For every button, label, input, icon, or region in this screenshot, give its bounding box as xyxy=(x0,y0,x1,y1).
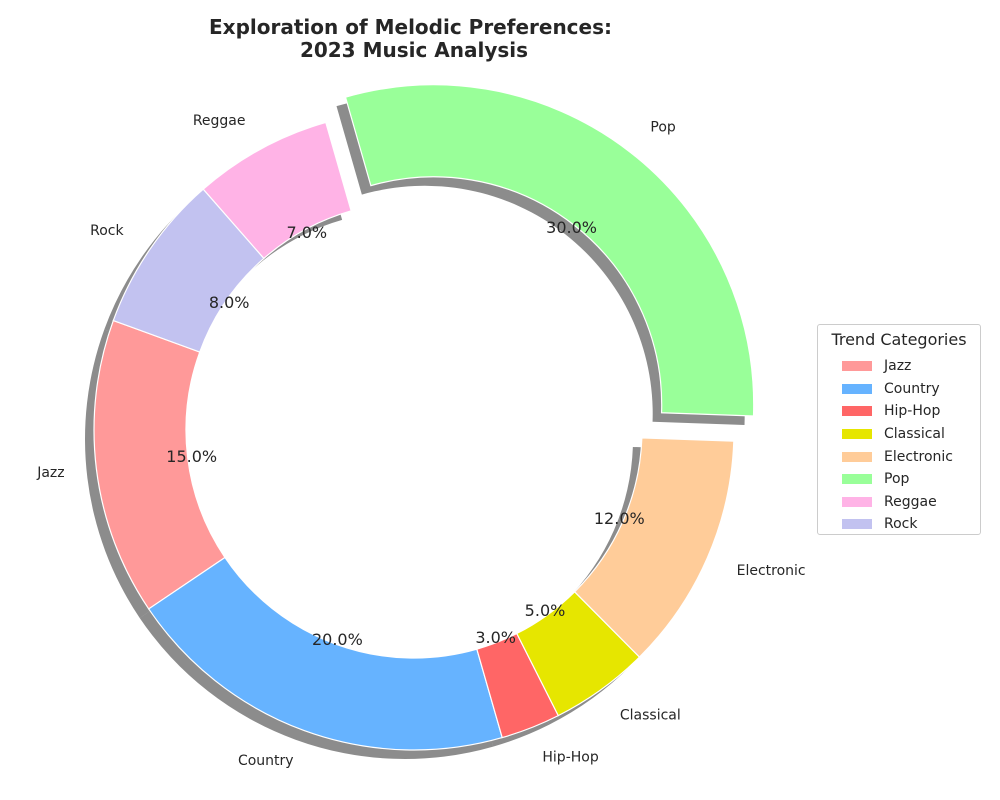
legend-item-hip-hop: Hip-Hop xyxy=(818,400,980,423)
chart-title: Exploration of Melodic Preferences: 2023… xyxy=(209,15,619,62)
percent-label-jazz: 15.0% xyxy=(166,447,217,466)
slice-label-country: Country xyxy=(238,753,294,769)
slice-label-reggae: Reggae xyxy=(193,113,246,129)
chart-title-line-1: Exploration of Melodic Preferences: xyxy=(209,15,612,39)
percent-label-rock: 8.0% xyxy=(209,293,250,312)
percent-labels: 15.0% 20.0% 3.0% 5.0% 12.0% 30.0% 7.0% 8.0% xyxy=(166,218,644,649)
slice-electronic xyxy=(573,437,735,658)
legend-label-classical: Classical xyxy=(884,426,945,443)
percent-label-classical: 5.0% xyxy=(525,601,566,620)
slice-rock xyxy=(112,188,265,353)
legend-item-jazz: Jazz xyxy=(818,355,980,378)
legend-label-jazz: Jazz xyxy=(884,358,912,375)
legend-item-country: Country xyxy=(818,378,980,401)
legend-label-hip-hop: Hip-Hop xyxy=(884,403,941,420)
percent-label-hip-hop: 3.0% xyxy=(475,628,516,647)
slice-pop xyxy=(344,84,755,417)
legend-items: Jazz Country Hip-Hop Classical Electronic Pop… xyxy=(818,355,980,536)
legend-swatch-jazz xyxy=(842,361,872,372)
slice-label-pop: Pop xyxy=(650,119,676,135)
legend-swatch-rock xyxy=(842,519,872,530)
slice-label-jazz: Jazz xyxy=(36,465,64,481)
legend-swatch-pop xyxy=(842,474,872,485)
slice-labels: Jazz Country Hip-Hop Classical Electronic Pop… xyxy=(36,113,805,769)
percent-label-electronic: 12.0% xyxy=(594,509,645,528)
legend-label-rock: Rock xyxy=(884,516,918,533)
legend-swatch-electronic xyxy=(842,451,872,462)
slice-label-rock: Rock xyxy=(90,223,124,239)
chart-title-line-2: 2023 Music Analysis xyxy=(300,38,528,62)
legend-label-country: Country xyxy=(884,380,940,397)
legend-swatch-hip-hop xyxy=(842,406,872,417)
percent-label-country: 20.0% xyxy=(312,630,363,649)
legend-label-electronic: Electronic xyxy=(884,448,954,465)
percent-label-pop: 30.0% xyxy=(546,218,597,237)
slice-label-hip-hop: Hip-Hop xyxy=(542,750,598,766)
slice-country xyxy=(147,556,503,751)
legend-swatch-reggae xyxy=(842,496,872,507)
legend-item-classical: Classical xyxy=(818,423,980,446)
slices xyxy=(93,84,755,751)
legend-swatch-classical xyxy=(842,429,872,440)
slice-label-electronic: Electronic xyxy=(737,563,806,579)
legend-label-reggae: Reggae xyxy=(884,493,937,510)
percent-label-reggae: 7.0% xyxy=(286,223,327,242)
legend-item-electronic: Electronic xyxy=(818,445,980,468)
legend-title: Trend Categories xyxy=(831,330,967,349)
legend-item-pop: Pop xyxy=(818,468,980,491)
slice-label-classical: Classical xyxy=(620,708,681,724)
legend-label-pop: Pop xyxy=(884,471,910,488)
legend-swatch-country xyxy=(842,383,872,394)
legend-item-rock: Rock xyxy=(818,513,980,536)
legend-item-reggae: Reggae xyxy=(818,491,980,514)
legend: Trend Categories Jazz Country Hip-Hop Class… xyxy=(817,324,981,535)
